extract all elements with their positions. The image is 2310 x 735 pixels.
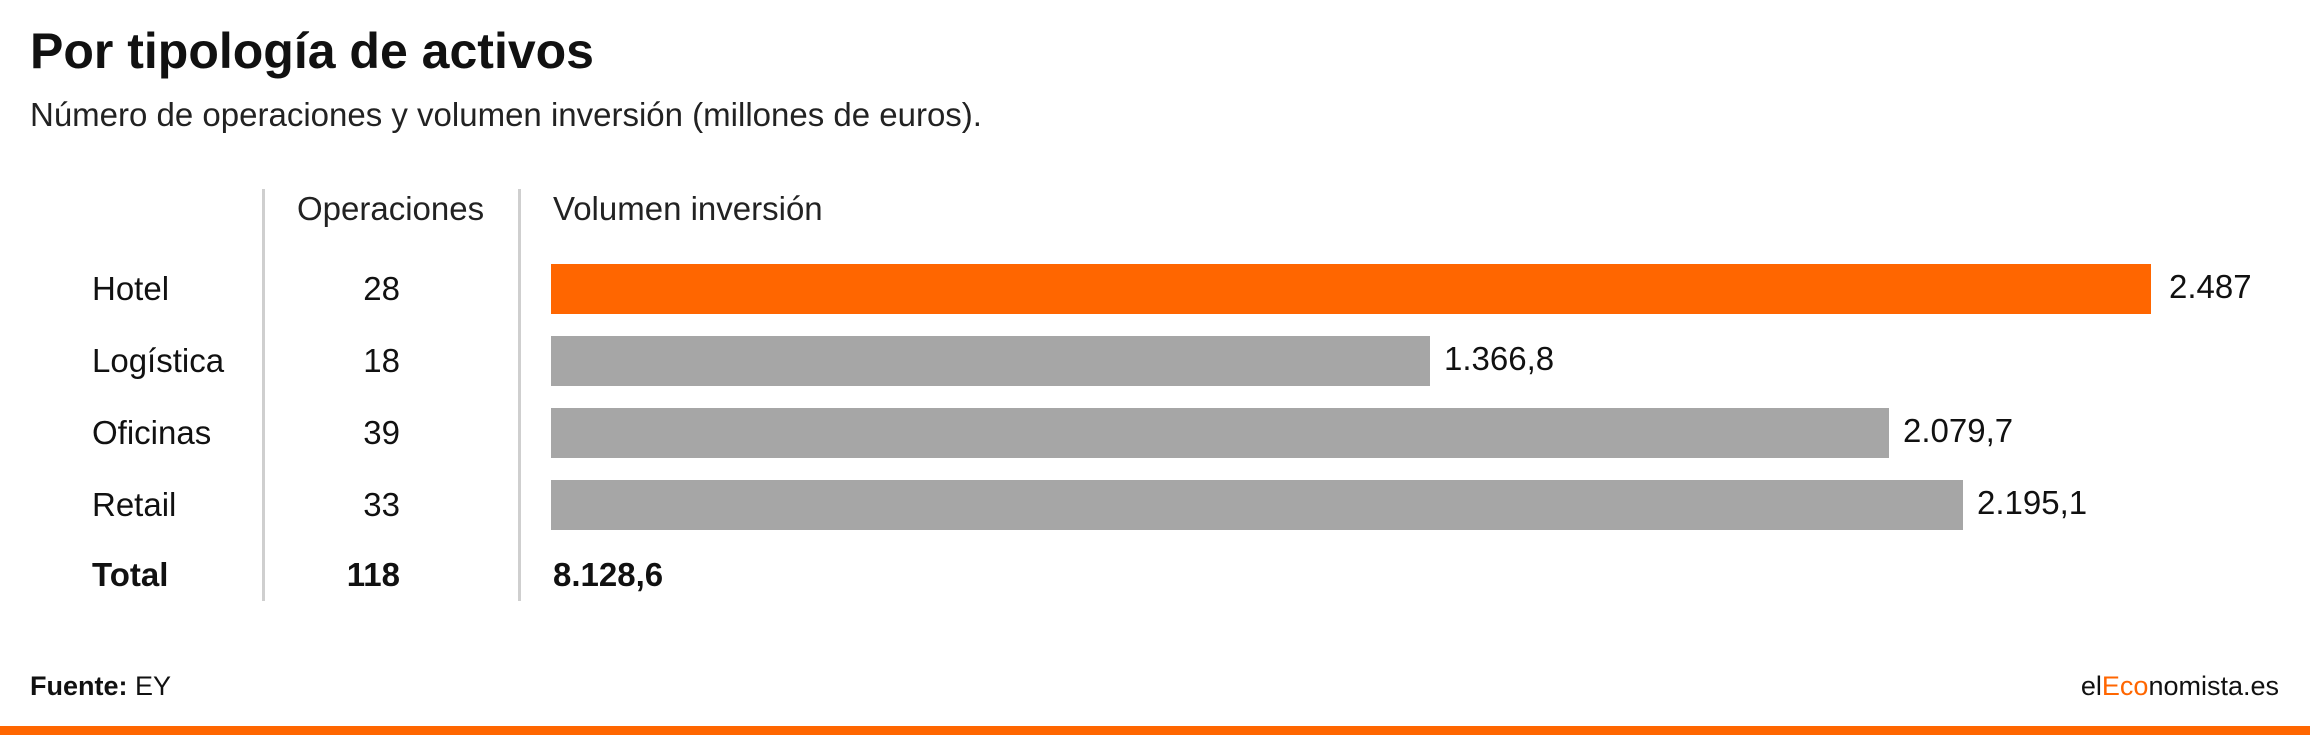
column-divider-right bbox=[518, 189, 521, 601]
row-operaciones-hotel: 28 bbox=[363, 270, 400, 307]
brand-highlight: Eco bbox=[2101, 671, 2149, 701]
source-label: Fuente: bbox=[30, 671, 128, 701]
total-operaciones: 118 bbox=[346, 556, 400, 593]
bar-value-oficinas: 2.079,7 bbox=[1903, 412, 2014, 449]
page-title: Por tipología de activos bbox=[30, 23, 594, 79]
column-header-volumen: Volumen inversión bbox=[553, 190, 823, 227]
row-operaciones-oficinas: 39 bbox=[363, 414, 400, 451]
row-operaciones-logistica: 18 bbox=[363, 342, 400, 379]
bar-value-hotel: 2.487 bbox=[2169, 268, 2252, 305]
row-label-logistica: Logística bbox=[92, 342, 225, 379]
bar-oficinas bbox=[551, 408, 1889, 458]
bar-retail bbox=[551, 480, 1963, 530]
brand-prefix: el bbox=[2080, 671, 2102, 701]
bottom-accent-bar bbox=[0, 726, 2310, 735]
row-label-hotel: Hotel bbox=[92, 270, 170, 307]
page-subtitle: Número de operaciones y volumen inversió… bbox=[30, 96, 982, 133]
row-operaciones-retail: 33 bbox=[363, 486, 400, 523]
column-divider-left bbox=[262, 189, 265, 601]
row-label-oficinas: Oficinas bbox=[92, 414, 212, 451]
total-volumen: 8.128,6 bbox=[553, 556, 664, 593]
bar-value-logistica: 1.366,8 bbox=[1444, 340, 1555, 377]
row-label-retail: Retail bbox=[92, 486, 177, 523]
source-note: Fuente: EY bbox=[30, 671, 171, 702]
total-label: Total bbox=[92, 556, 169, 593]
bar-hotel bbox=[551, 264, 2151, 314]
brand-suffix: nomista.es bbox=[2148, 671, 2279, 701]
bar-logistica bbox=[551, 336, 1430, 386]
column-header-operaciones: Operaciones bbox=[297, 190, 485, 227]
bar-value-retail: 2.195,1 bbox=[1977, 484, 2088, 521]
source-value: EY bbox=[127, 671, 172, 701]
brand-logo: elEconomista.es bbox=[2081, 671, 2279, 702]
